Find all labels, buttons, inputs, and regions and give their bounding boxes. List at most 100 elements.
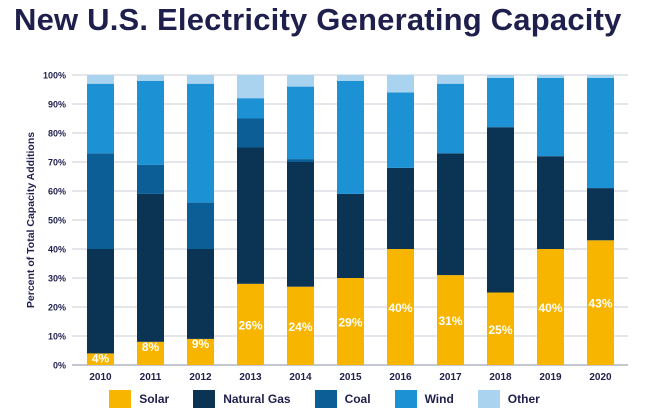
- bar-segment-natural-gas: [87, 249, 114, 354]
- bar-segment-other: [287, 75, 314, 87]
- x-tick-label: 2015: [339, 372, 362, 383]
- bar-segment-solar: [587, 240, 614, 365]
- chart-title: New U.S. Electricity Generating Capacity: [14, 2, 622, 37]
- data-label: 24%: [288, 320, 312, 334]
- legend-label: Solar: [139, 392, 170, 406]
- data-label: 43%: [588, 297, 612, 311]
- bar-segment-wind: [437, 83, 464, 154]
- y-tick-label: 30%: [48, 274, 66, 284]
- bar-segment-solar: [87, 353, 114, 365]
- bar-segment-other: [87, 75, 114, 84]
- bar-segment-solar: [187, 338, 214, 365]
- bar-segment-natural-gas: [487, 127, 514, 293]
- bar-segment-solar: [337, 278, 364, 365]
- bar-segment-wind: [387, 92, 414, 168]
- y-tick-label: 100%: [43, 71, 66, 81]
- data-label: 26%: [238, 318, 262, 332]
- bar-segment-solar: [287, 286, 314, 365]
- bar-segment-natural-gas: [237, 147, 264, 284]
- bar-segment-other: [237, 75, 264, 99]
- bar-segment-natural-gas: [287, 162, 314, 287]
- bar-segment-solar: [387, 249, 414, 365]
- bar-segment-natural-gas: [537, 156, 564, 249]
- bar-segment-solar: [137, 341, 164, 365]
- y-tick-label: 90%: [48, 100, 66, 110]
- y-tick-label: 10%: [48, 332, 66, 342]
- x-tick-label: 2012: [189, 372, 212, 383]
- legend-swatch: [314, 390, 337, 408]
- y-tick-label: 60%: [48, 187, 66, 197]
- data-label: 29%: [338, 316, 362, 330]
- bar-segment-coal: [187, 202, 214, 249]
- y-tick-label: 50%: [48, 216, 66, 226]
- x-tick-label: 2018: [489, 372, 512, 383]
- bar-segment-natural-gas: [437, 153, 464, 276]
- data-label: 8%: [142, 340, 160, 354]
- bar-segment-natural-gas: [187, 249, 214, 339]
- x-tick-label: 2017: [439, 372, 462, 383]
- bar-segment-wind: [487, 77, 514, 128]
- legend-label: Coal: [344, 392, 371, 406]
- bar-segment-natural-gas: [587, 188, 614, 241]
- bar-segment-solar: [537, 249, 564, 365]
- legend-swatch: [394, 390, 417, 408]
- bar-segment-other: [337, 75, 364, 81]
- legend-label: Wind: [424, 392, 454, 406]
- chart-legend: Solar Natural Gas Coal Wind Other: [0, 390, 649, 408]
- bar-segment-wind: [137, 80, 164, 165]
- stacked-bar-chart: 0% 10% 20% 30% 40% 50% 60% 70% 80% 90% 100% Percent…: [25, 71, 628, 383]
- x-tick-label: 2010: [89, 372, 112, 383]
- bar-segment-wind: [337, 80, 364, 194]
- y-tick-label: 80%: [48, 129, 66, 139]
- data-label: 31%: [438, 314, 462, 328]
- legend-item-coal: Coal: [314, 390, 371, 408]
- bar-segment-wind: [537, 77, 564, 157]
- bar-segment-coal: [287, 159, 314, 162]
- bar-segment-other: [437, 75, 464, 84]
- legend-label: Natural Gas: [223, 392, 291, 406]
- bar-segment-coal: [137, 164, 164, 194]
- data-label: 25%: [488, 323, 512, 337]
- data-label: 40%: [538, 301, 562, 315]
- bar-segment-other: [537, 75, 564, 78]
- legend-swatch: [477, 390, 500, 408]
- y-tick-label: 40%: [48, 245, 66, 255]
- bar-segment-wind: [587, 77, 614, 189]
- x-tick-label: 2013: [239, 372, 262, 383]
- x-tick-label: 2011: [140, 372, 162, 383]
- legend-swatch: [193, 390, 216, 408]
- data-label: 4%: [92, 351, 110, 365]
- bar-segment-other: [487, 75, 514, 78]
- legend-swatch: [109, 390, 132, 408]
- data-label: 9%: [192, 337, 210, 351]
- y-axis-label: Percent of Total Capacity Additions: [25, 132, 37, 308]
- x-tick-label: 2019: [539, 372, 562, 383]
- y-tick-label: 70%: [48, 158, 66, 168]
- x-tick-label: 2014: [289, 372, 312, 383]
- legend-label: Other: [507, 392, 540, 406]
- legend-item-natural-gas: Natural Gas: [193, 390, 291, 408]
- bar-segment-wind: [237, 98, 264, 119]
- bar-segment-other: [587, 75, 614, 78]
- x-tick-label: 2020: [589, 372, 612, 383]
- bar-segment-other: [137, 75, 164, 81]
- bar-segment-coal: [87, 153, 114, 249]
- x-tick-label: 2016: [389, 372, 412, 383]
- legend-item-other: Other: [477, 390, 540, 408]
- bar-segment-solar: [437, 275, 464, 365]
- legend-item-wind: Wind: [394, 390, 454, 408]
- bar-segment-wind: [287, 86, 314, 160]
- y-tick-label: 0%: [53, 361, 66, 371]
- bar-segment-solar: [487, 292, 514, 365]
- y-tick-label: 20%: [48, 303, 66, 313]
- bar-segment-natural-gas: [337, 193, 364, 278]
- bar-segment-other: [187, 75, 214, 84]
- bar-segment-wind: [187, 83, 214, 203]
- bar-segment-coal: [237, 118, 264, 148]
- data-label: 40%: [388, 301, 412, 315]
- legend-item-solar: Solar: [109, 390, 169, 408]
- bar-segment-natural-gas: [387, 167, 414, 249]
- bar-segment-solar: [237, 283, 264, 365]
- bar-segment-other: [387, 75, 414, 93]
